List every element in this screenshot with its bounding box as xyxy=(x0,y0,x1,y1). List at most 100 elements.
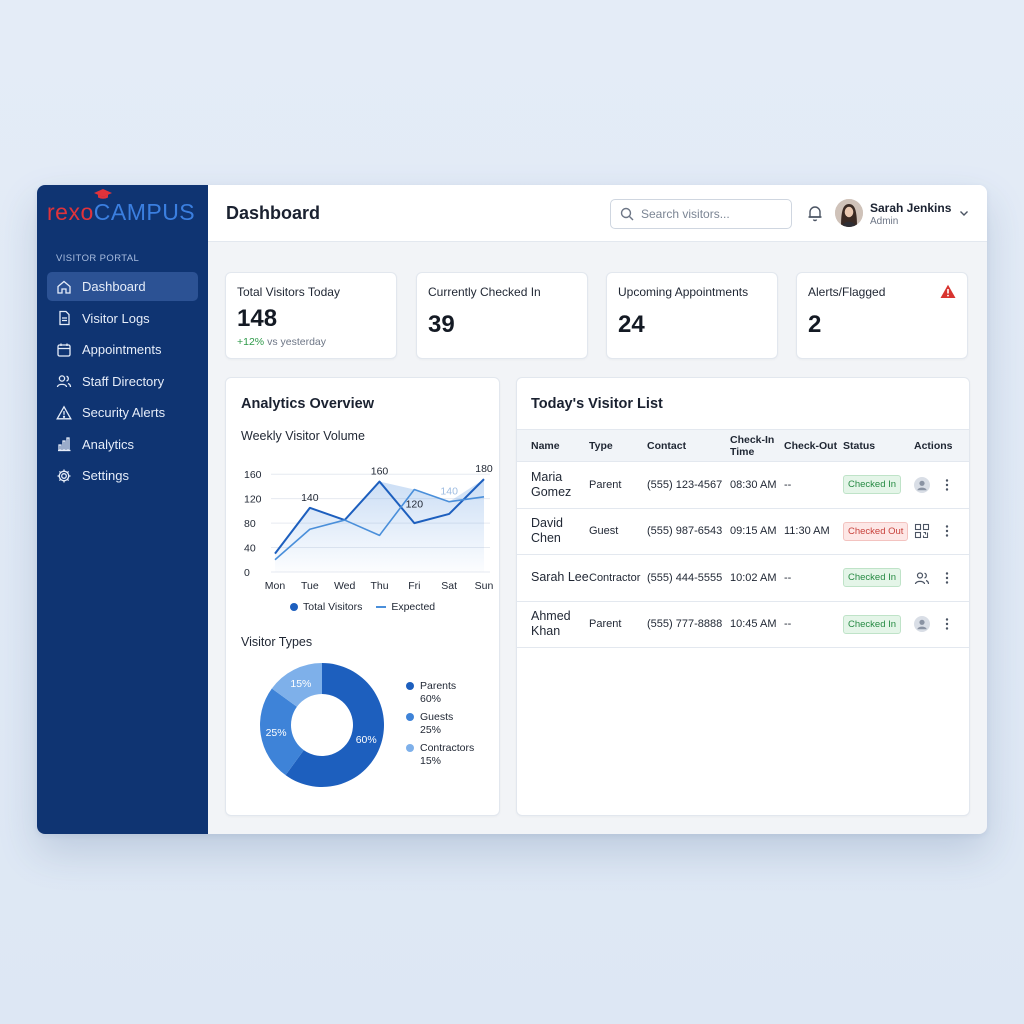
people-icon xyxy=(56,373,72,389)
gear-icon xyxy=(56,468,72,484)
user-name[interactable]: Sarah Jenkins xyxy=(870,201,952,215)
avatar-icon[interactable] xyxy=(914,476,930,493)
visitor-status-cell: Checked In xyxy=(843,601,914,648)
visitor-status-cell: Checked In xyxy=(843,462,914,509)
visitor-check-in: 09:15 AM xyxy=(730,525,777,538)
table-row[interactable]: Maria Gomez Parent (555) 123-4567 08:30 AM -… xyxy=(517,462,969,509)
legend-text: Contractors 15% xyxy=(420,742,474,768)
x-tick-label: Fri xyxy=(408,580,420,592)
stat-label: Total Visitors Today xyxy=(237,285,340,299)
column-header-type[interactable]: Type xyxy=(589,439,613,452)
stat-delta-positive: +12% xyxy=(237,336,265,348)
y-tick-label: 80 xyxy=(244,518,256,530)
more-options-icon[interactable] xyxy=(942,478,952,492)
legend-swatch-total xyxy=(290,603,298,611)
stat-card-checked-in: Currently Checked In 39 xyxy=(416,272,588,359)
app-window: rexo CAMPUS VISITOR PORTAL Dashboard Visi… xyxy=(37,185,987,834)
visitor-status-cell: Checked In xyxy=(843,555,914,602)
graduation-cap-icon xyxy=(93,188,112,199)
search-box[interactable] xyxy=(610,199,792,229)
data-label: 140 xyxy=(440,486,458,498)
donut-legend-item-guests: Guests 25% xyxy=(406,711,474,737)
sidebar-item-dashboard[interactable]: Dashboard xyxy=(47,272,198,301)
chevron-down-icon[interactable] xyxy=(958,207,970,219)
people-icon[interactable] xyxy=(914,570,930,586)
more-options-icon[interactable] xyxy=(942,524,952,538)
legend-swatch xyxy=(406,682,414,690)
donut-slice-guests xyxy=(260,688,304,776)
visitor-list-card: Today's Visitor List Name Type Contact C… xyxy=(516,377,970,816)
sidebar-item-label: Settings xyxy=(82,468,129,483)
visitor-types-title: Visitor Types xyxy=(241,635,313,649)
column-header-status[interactable]: Status xyxy=(843,439,876,452)
bell-icon[interactable] xyxy=(806,204,824,222)
sidebar-item-analytics[interactable]: Analytics xyxy=(47,430,198,459)
home-icon xyxy=(56,279,72,295)
visitor-type: Guest xyxy=(589,525,619,538)
donut-slice-label: 15% xyxy=(290,678,311,690)
column-header-check-in[interactable]: Check-In Time xyxy=(730,433,775,458)
visitor-name[interactable]: Sarah Lee xyxy=(531,570,589,585)
visitor-contact: (555) 777-8888 xyxy=(647,618,723,631)
visitor-contact: (555) 987-6543 xyxy=(647,525,723,538)
column-header-name[interactable]: Name xyxy=(531,439,560,452)
page-title: Dashboard xyxy=(226,203,321,223)
visitor-actions xyxy=(914,462,969,509)
stat-label: Currently Checked In xyxy=(428,285,541,299)
avatar-icon[interactable] xyxy=(914,616,930,633)
visitor-check-out: -- xyxy=(784,618,792,631)
avatar[interactable] xyxy=(835,199,863,227)
visitor-actions xyxy=(914,555,969,602)
visitor-check-in: 10:45 AM xyxy=(730,618,777,631)
status-badge: Checked In xyxy=(843,568,902,588)
donut-legend-item-contractors: Contractors 15% xyxy=(406,742,474,768)
legend-category: Parents xyxy=(420,680,457,692)
stat-delta-text: vs yesterday xyxy=(264,336,327,348)
y-tick-label: 160 xyxy=(244,469,262,481)
sidebar-section-label: VISITOR PORTAL xyxy=(56,253,140,264)
sidebar: rexo CAMPUS VISITOR PORTAL Dashboard Visi… xyxy=(37,185,208,834)
stat-card-appointments: Upcoming Appointments 24 xyxy=(606,272,778,359)
stat-value: 39 xyxy=(428,311,455,338)
calendar-icon xyxy=(56,342,72,358)
table-row[interactable]: Sarah Lee Contractor (555) 444-5555 10:02 A… xyxy=(517,555,969,602)
analytics-card: Analytics Overview Weekly Visitor Volume… xyxy=(225,377,500,816)
y-tick-label: 40 xyxy=(244,543,256,555)
sidebar-item-label: Staff Directory xyxy=(82,373,165,389)
visitor-check-out: -- xyxy=(784,478,792,491)
column-header-contact[interactable]: Contact xyxy=(647,439,687,452)
x-tick-label: Sat xyxy=(441,580,457,592)
x-tick-label: Tue xyxy=(301,580,319,592)
visitor-name[interactable]: Ahmed Khan xyxy=(531,609,571,639)
sidebar-nav: Dashboard Visitor Logs Appointments Staf… xyxy=(47,272,198,493)
sidebar-item-appointments[interactable]: Appointments xyxy=(47,335,198,364)
table-header-row: Name Type Contact Check-In Time Check-Ou… xyxy=(517,429,969,462)
legend-category: Guests xyxy=(420,711,454,723)
sidebar-item-visitor-logs[interactable]: Visitor Logs xyxy=(47,304,198,333)
more-options-icon[interactable] xyxy=(942,617,952,631)
visitor-check-in: 08:30 AM xyxy=(730,478,777,491)
visitor-types-donut-chart: 60% 25% 15% xyxy=(260,663,384,787)
column-header-actions: Actions xyxy=(914,439,953,452)
search-input[interactable] xyxy=(641,207,781,221)
table-row[interactable]: David Chen Guest (555) 987-6543 09:15 AM 11:… xyxy=(517,508,969,555)
visitor-table: Name Type Contact Check-In Time Check-Ou… xyxy=(517,429,969,648)
legend-text: Guests 25% xyxy=(420,711,453,737)
sidebar-item-staff-directory[interactable]: Staff Directory xyxy=(47,367,198,396)
data-label: 180 xyxy=(475,463,493,475)
more-options-icon[interactable] xyxy=(942,571,952,585)
column-header-check-out[interactable]: Check-Out xyxy=(784,439,838,452)
legend-swatch xyxy=(406,713,414,721)
visitor-name[interactable]: David Chen xyxy=(531,516,563,546)
sidebar-item-settings[interactable]: Settings xyxy=(47,461,198,490)
visitor-type: Parent xyxy=(589,478,622,491)
donut-slice-label: 60% xyxy=(356,734,377,746)
donut-legend-item-parents: Parents 60% xyxy=(406,680,474,706)
legend-percent: 60% xyxy=(420,693,442,705)
visitor-name[interactable]: Maria Gomez xyxy=(531,469,572,499)
weekly-volume-title: Weekly Visitor Volume xyxy=(241,429,365,443)
sidebar-item-security-alerts[interactable]: Security Alerts xyxy=(47,398,198,427)
stat-label: Alerts/Flagged xyxy=(808,285,886,299)
qr-code-icon[interactable] xyxy=(914,523,930,539)
table-row[interactable]: Ahmed Khan Parent (555) 777-8888 10:45 AM --… xyxy=(517,601,969,648)
